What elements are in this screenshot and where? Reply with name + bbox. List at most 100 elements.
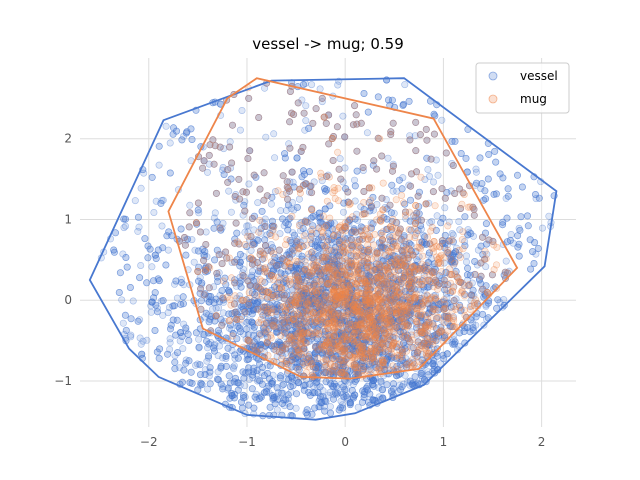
point-vessel	[184, 330, 192, 338]
point-vessel	[507, 231, 515, 239]
point-vessel	[337, 366, 345, 374]
point-vessel	[143, 279, 151, 287]
point-vessel	[317, 306, 325, 314]
point-vessel	[288, 286, 296, 294]
point-vessel	[242, 303, 250, 311]
point-vessel	[250, 305, 258, 313]
point-vessel	[273, 406, 281, 414]
point-vessel	[330, 261, 338, 269]
point-vessel	[295, 195, 303, 203]
point-vessel	[529, 248, 537, 256]
point-vessel	[151, 326, 159, 334]
point-vessel	[259, 328, 267, 336]
point-vessel	[471, 257, 479, 265]
point-vessel	[301, 126, 309, 134]
point-vessel	[288, 378, 296, 386]
point-vessel	[360, 90, 368, 98]
point-vessel	[347, 260, 355, 268]
point-vessel	[335, 317, 343, 325]
point-vessel	[337, 271, 345, 279]
point-vessel	[531, 239, 539, 247]
point-vessel	[518, 183, 526, 191]
point-vessel	[330, 219, 338, 227]
point-vessel	[292, 404, 300, 412]
point-vessel	[353, 167, 361, 175]
point-vessel	[462, 252, 470, 260]
point-vessel	[345, 236, 353, 244]
point-vessel	[418, 368, 426, 376]
point-vessel	[152, 251, 160, 259]
point-vessel	[327, 380, 335, 388]
point-vessel	[316, 270, 324, 278]
point-vessel	[293, 154, 301, 162]
point-vessel	[420, 292, 428, 300]
point-vessel	[221, 317, 229, 325]
point-vessel	[260, 250, 268, 258]
point-vessel	[110, 246, 118, 254]
point-vessel	[494, 296, 502, 304]
point-vessel	[438, 333, 446, 341]
point-vessel	[187, 368, 195, 376]
point-vessel	[148, 298, 156, 306]
series-vessel	[97, 76, 558, 420]
point-vessel	[123, 263, 131, 271]
point-vessel	[293, 339, 301, 347]
point-vessel	[203, 357, 211, 365]
point-vessel	[351, 182, 359, 190]
point-vessel	[409, 379, 417, 387]
point-vessel	[150, 277, 158, 285]
point-vessel	[452, 295, 460, 303]
point-vessel	[302, 284, 310, 292]
point-vessel	[515, 252, 523, 260]
point-vessel	[244, 228, 252, 236]
point-vessel	[173, 316, 181, 324]
point-vessel	[222, 354, 230, 362]
point-vessel	[333, 366, 341, 374]
point-vessel	[422, 378, 430, 386]
point-vessel	[466, 302, 474, 310]
point-vessel	[538, 224, 546, 232]
point-vessel	[433, 314, 441, 322]
point-vessel	[299, 167, 307, 175]
point-vessel	[121, 311, 129, 319]
point-vessel	[398, 185, 406, 193]
point-vessel	[236, 328, 244, 336]
point-vessel	[119, 319, 127, 327]
point-vessel	[315, 284, 323, 292]
point-vessel	[314, 388, 322, 396]
point-vessel	[309, 382, 317, 390]
point-vessel	[369, 396, 377, 404]
point-vessel	[158, 222, 166, 230]
point-vessel	[180, 132, 188, 140]
point-vessel	[252, 341, 260, 349]
point-vessel	[290, 231, 298, 239]
point-vessel	[471, 181, 479, 189]
point-vessel	[171, 365, 179, 373]
point-vessel	[276, 276, 284, 284]
point-vessel	[224, 344, 232, 352]
point-vessel	[332, 255, 340, 263]
point-vessel	[217, 380, 225, 388]
point-vessel	[362, 277, 370, 285]
point-vessel	[365, 362, 373, 370]
point-vessel	[202, 228, 210, 236]
point-vessel	[135, 223, 143, 231]
point-vessel	[159, 244, 167, 252]
point-vessel	[207, 338, 215, 346]
point-vessel	[144, 254, 152, 262]
point-vessel	[180, 281, 188, 289]
point-vessel	[343, 261, 351, 269]
point-vessel	[262, 133, 270, 141]
point-vessel	[396, 237, 404, 245]
point-vessel	[292, 390, 300, 398]
point-vessel	[137, 261, 145, 269]
point-vessel	[285, 140, 293, 148]
point-vessel	[139, 337, 147, 345]
point-vessel	[254, 300, 262, 308]
point-vessel	[388, 181, 396, 189]
point-vessel	[210, 224, 218, 232]
point-vessel	[502, 257, 510, 265]
point-vessel	[328, 349, 336, 357]
point-vessel	[424, 368, 432, 376]
point-vessel	[195, 335, 203, 343]
